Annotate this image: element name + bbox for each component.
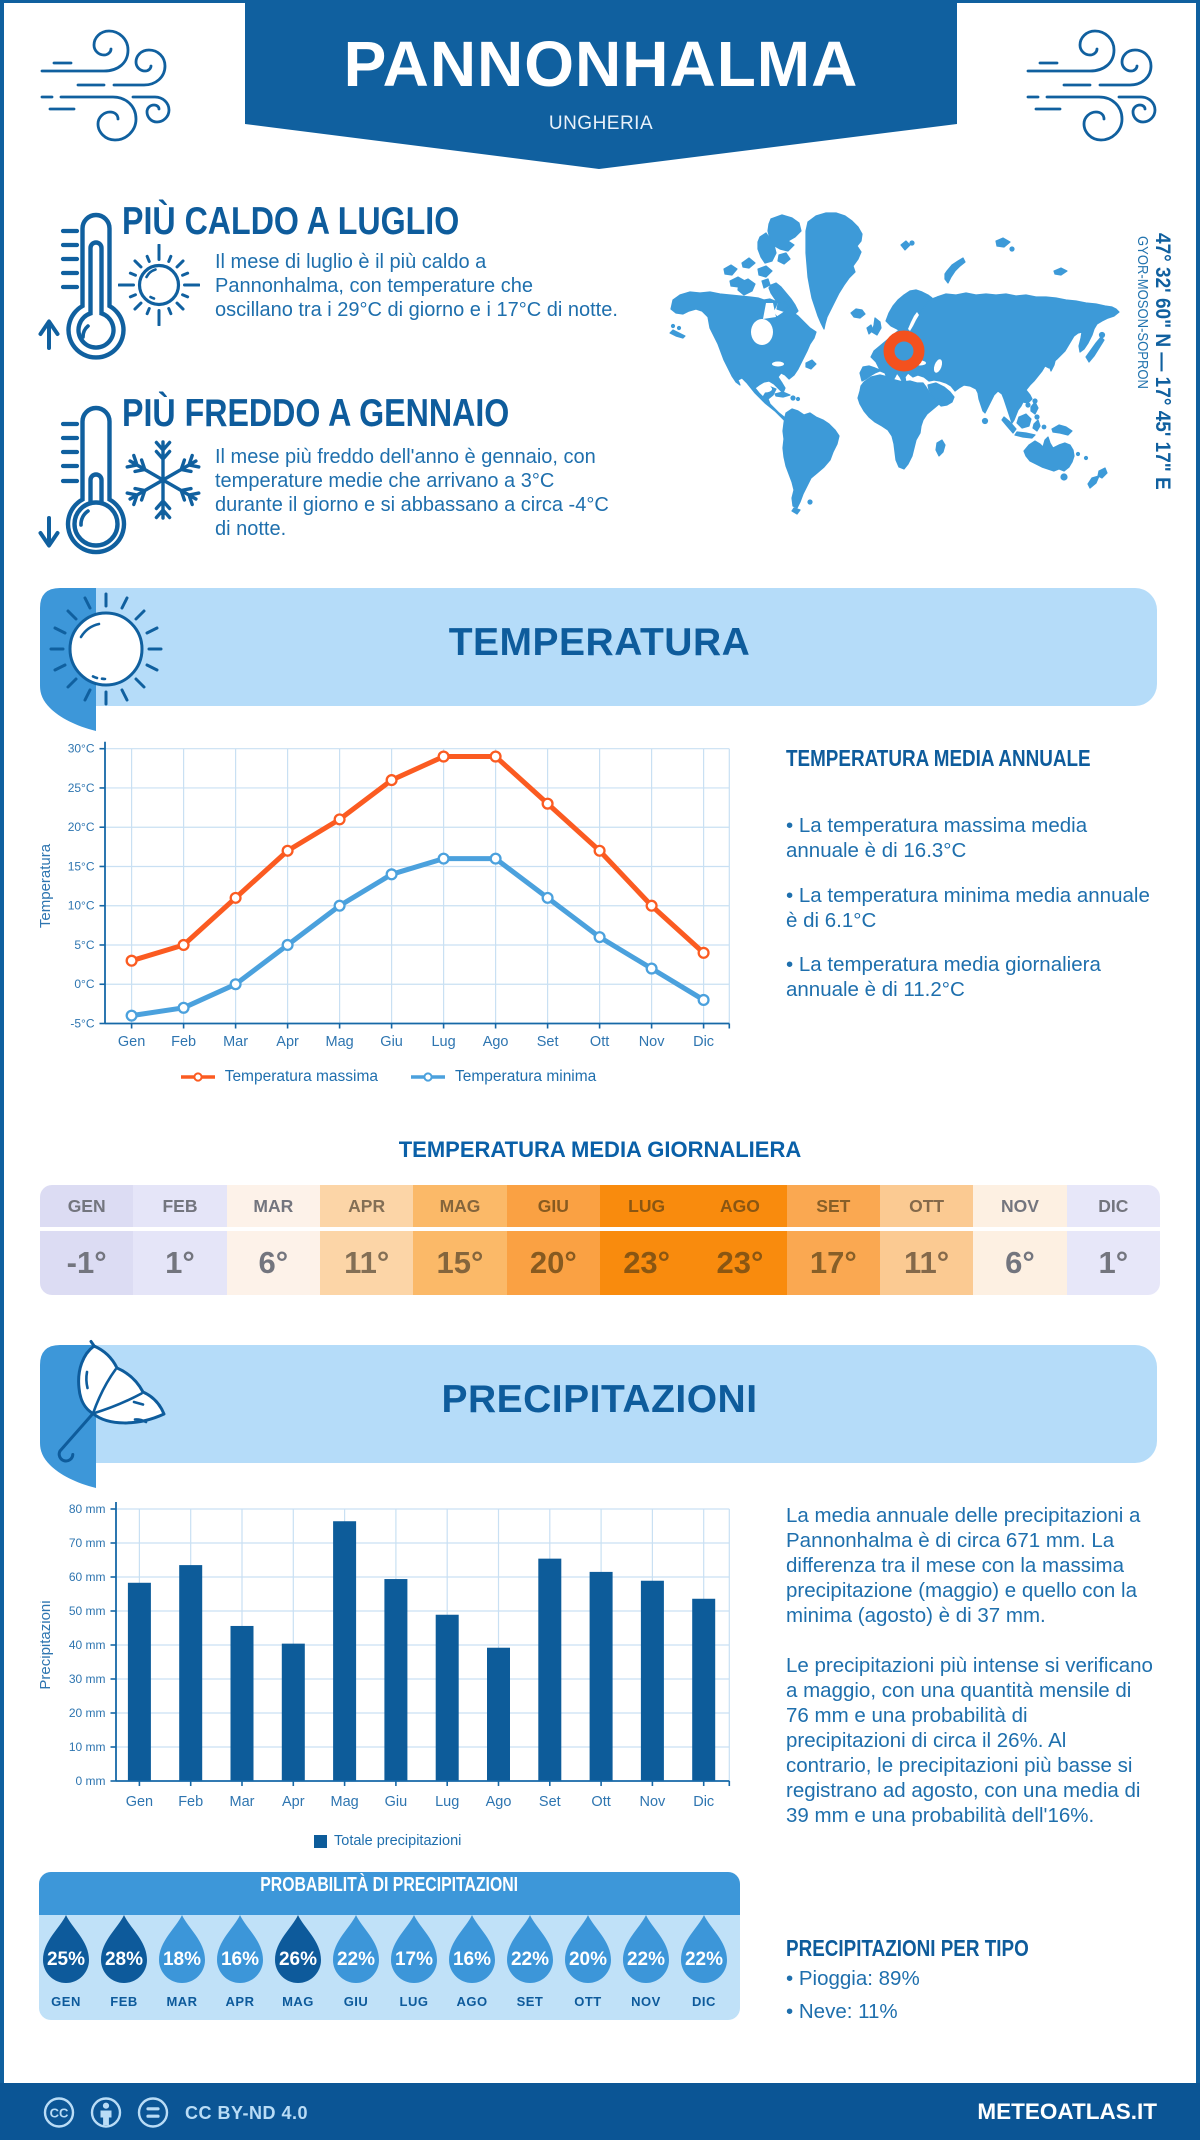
svg-text:22%: 22% [627,1949,665,1970]
svg-text:22%: 22% [685,1949,723,1970]
svg-text:10°C: 10°C [68,899,95,913]
svg-text:0°C: 0°C [74,977,94,991]
svg-text:Dic: Dic [693,1034,714,1050]
svg-text:0 mm: 0 mm [76,1774,106,1788]
svg-text:10 mm: 10 mm [69,1740,106,1754]
svg-text:Temperatura: Temperatura [40,843,54,928]
svg-text:Mag: Mag [325,1034,353,1050]
svg-text:Mar: Mar [230,1794,255,1810]
svg-text:Set: Set [537,1034,559,1050]
svg-text:50 mm: 50 mm [69,1604,106,1618]
svg-text:22%: 22% [511,1949,549,1970]
svg-text:26%: 26% [279,1949,317,1970]
svg-text:Precipitazioni: Precipitazioni [40,1600,54,1689]
svg-text:80 mm: 80 mm [69,1502,106,1516]
svg-text:Apr: Apr [282,1794,305,1810]
svg-text:Nov: Nov [640,1794,667,1810]
svg-text:Feb: Feb [178,1794,203,1810]
svg-text:20°C: 20°C [68,820,95,834]
svg-text:CC: CC [50,2106,69,2121]
svg-text:20%: 20% [569,1949,607,1970]
svg-text:17%: 17% [395,1949,433,1970]
svg-text:25%: 25% [47,1949,85,1970]
svg-text:25°C: 25°C [68,781,95,795]
svg-text:5°C: 5°C [74,938,94,952]
svg-text:15°C: 15°C [68,859,95,873]
svg-text:Giu: Giu [385,1794,408,1810]
svg-text:Ott: Ott [591,1794,610,1810]
svg-text:40 mm: 40 mm [69,1638,106,1652]
svg-text:22%: 22% [337,1949,375,1970]
svg-text:Apr: Apr [276,1034,299,1050]
svg-text:Mar: Mar [223,1034,248,1050]
svg-text:Mag: Mag [330,1794,358,1810]
svg-text:Lug: Lug [431,1034,455,1050]
svg-text:30°C: 30°C [68,742,95,756]
svg-text:30 mm: 30 mm [69,1672,106,1686]
svg-text:-5°C: -5°C [70,1017,94,1031]
svg-text:Dic: Dic [693,1794,714,1810]
svg-text:16%: 16% [453,1949,491,1970]
svg-text:Ott: Ott [590,1034,609,1050]
svg-text:Set: Set [539,1794,561,1810]
svg-text:Ago: Ago [483,1034,509,1050]
svg-text:Nov: Nov [639,1034,666,1050]
svg-text:Feb: Feb [171,1034,196,1050]
svg-text:Ago: Ago [486,1794,512,1810]
svg-text:28%: 28% [105,1949,143,1970]
svg-text:Giu: Giu [380,1034,403,1050]
svg-text:18%: 18% [163,1949,201,1970]
svg-text:60 mm: 60 mm [69,1570,106,1584]
svg-text:Gen: Gen [118,1034,145,1050]
svg-text:20 mm: 20 mm [69,1706,106,1720]
svg-text:Gen: Gen [126,1794,153,1810]
svg-text:16%: 16% [221,1949,259,1970]
svg-text:70 mm: 70 mm [69,1536,106,1550]
svg-text:Lug: Lug [435,1794,459,1810]
